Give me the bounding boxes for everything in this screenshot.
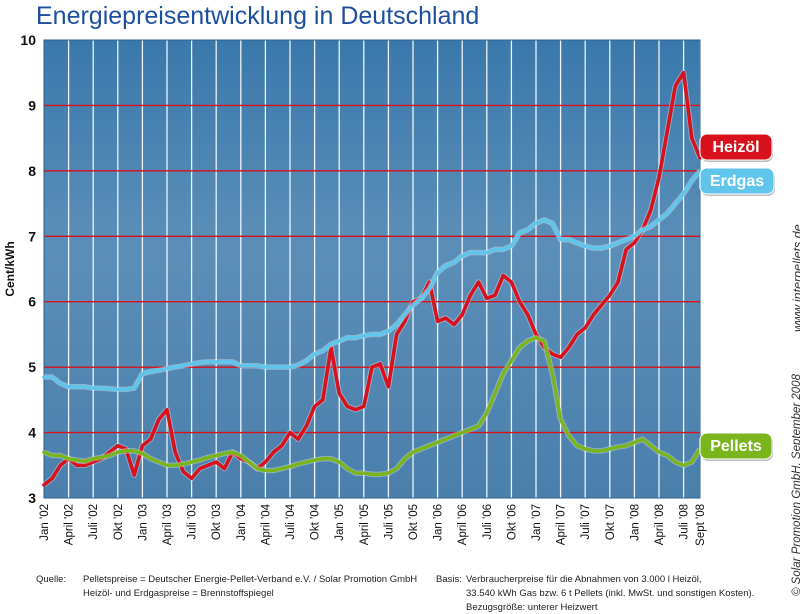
x-tick-label: Okt '07: [605, 504, 617, 540]
basis-line-2: 33.540 kWh Gas bzw. 6 t Pellets (inkl. M…: [466, 588, 755, 599]
x-tick-label: Juli '02: [88, 504, 100, 539]
x-tick-label: Jan '04: [236, 503, 248, 540]
x-tick-label: Jan '05: [334, 504, 346, 541]
x-tick-label: Juli '04: [285, 503, 297, 539]
x-tick-label: April '08: [654, 504, 666, 545]
series-line: [42, 169, 702, 392]
x-tick-label: Okt '02: [113, 504, 125, 540]
plot-background: [44, 40, 700, 498]
y-tick-label: 8: [28, 163, 36, 179]
basis-line-3: Bezugsgröße: unterer Heizwert: [466, 602, 598, 613]
x-tick-label: Juli '08: [679, 504, 691, 539]
y-tick-label: 6: [28, 294, 36, 310]
x-tick-label: April '07: [556, 504, 568, 545]
x-tick-label: April '05: [359, 504, 371, 545]
source-line-1: Pelletspreise = Deutscher Energie-Pellet…: [83, 574, 418, 585]
x-tick-label: Jan '06: [433, 504, 445, 541]
chart-title: Energiepreisentwicklung in Deutschland: [36, 2, 480, 30]
source-label: Quelle:: [36, 574, 67, 585]
basis-label: Basis:: [436, 574, 462, 585]
x-tick-label: Juli '05: [383, 504, 395, 539]
source-line-2: Heizöl- und Erdgaspreise = Brennstoffspi…: [83, 588, 274, 599]
copyright-credit: © Solar Promotion GmbH, September 2008: [791, 374, 800, 596]
x-tick-label: Okt '04: [310, 503, 322, 540]
x-tick-label: Jan '02: [39, 504, 51, 541]
x-tick-label: Juli '07: [580, 504, 592, 539]
x-tick-label: April '02: [64, 504, 76, 545]
y-tick-label: 9: [28, 97, 36, 113]
y-tick-label: 5: [28, 359, 36, 375]
series-label-box: [699, 167, 775, 195]
x-tick-label: Okt '05: [408, 504, 420, 540]
website-url: www.interpellets.de: [791, 224, 800, 332]
y-tick-label: 4: [28, 425, 36, 441]
x-tick-label: Sept '08: [695, 504, 707, 546]
x-tick-label: Okt '06: [506, 504, 518, 540]
x-tick-label: Jan '03: [137, 504, 149, 541]
basis-line-1: Verbraucherpreise für die Abnahmen von 3…: [466, 574, 702, 585]
y-tick-label: 7: [28, 228, 36, 244]
series-line: [42, 335, 702, 477]
x-tick-label: Jan '07: [531, 504, 543, 541]
x-tick-label: Jan '08: [629, 504, 641, 541]
series-label: Heizöl: [712, 139, 759, 156]
y-tick-label: 3: [28, 490, 36, 506]
x-tick-label: April '04: [260, 503, 272, 545]
x-tick-label: Juli '06: [482, 504, 494, 539]
series-label: Erdgas: [710, 173, 764, 190]
x-tick-label: Okt '03: [211, 504, 223, 540]
series-label-box: [699, 133, 773, 161]
series-label: Pellets: [710, 438, 762, 455]
plot-frame: [43, 39, 701, 499]
y-axis-label: Cent/kWh: [3, 241, 17, 296]
x-tick-label: Juli '03: [187, 504, 199, 539]
x-tick-label: April '03: [162, 504, 174, 545]
y-tick-label: 10: [20, 32, 36, 48]
series-line: [42, 70, 702, 487]
series-label-box: [699, 432, 773, 460]
x-tick-label: April '06: [457, 504, 469, 545]
